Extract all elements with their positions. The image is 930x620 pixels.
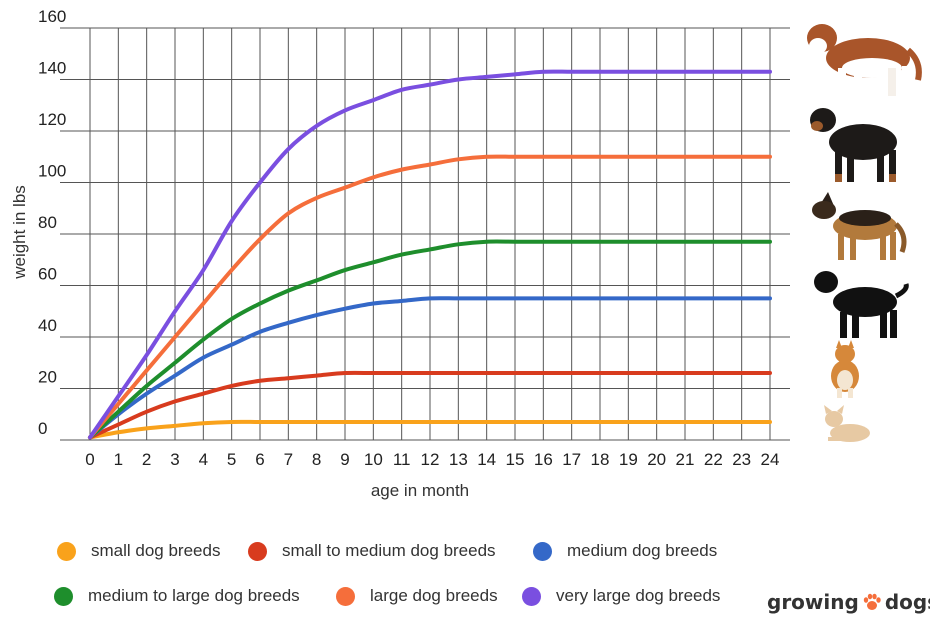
brand-logo: growing dogs xyxy=(767,590,930,614)
dog-photo-column xyxy=(795,10,925,450)
x-tick-label: 7 xyxy=(284,450,293,469)
x-tick-label: 8 xyxy=(312,450,321,469)
x-tick-label: 24 xyxy=(761,450,780,469)
x-tick-label: 14 xyxy=(477,450,496,469)
x-tick-labels: 0 1 2 3 4 5 6 7 8 9 10 11 12 13 14 15 16 17 18 19 20 21 22 23 24 xyxy=(85,450,779,469)
y-tick-label: 140 xyxy=(38,59,66,78)
brand-text-growing: growing xyxy=(767,590,859,614)
shiba-inu-photo xyxy=(831,340,859,398)
y-tick-label: 0 xyxy=(38,419,47,438)
x-tick-label: 22 xyxy=(704,450,723,469)
series-line-small-to-medium-dog-breeds xyxy=(88,370,772,440)
x-tick-label: 18 xyxy=(591,450,610,469)
x-tick-label: 1 xyxy=(114,450,123,469)
x-tick-label: 20 xyxy=(647,450,666,469)
x-axis-title: age in month xyxy=(371,481,469,500)
chihuahua-photo xyxy=(824,405,870,442)
series-line-medium-dog-breeds xyxy=(88,296,772,440)
y-tick-label: 60 xyxy=(38,265,57,284)
series-line-large-dog-breeds xyxy=(88,154,772,440)
labrador-photo xyxy=(814,271,909,338)
paw-icon xyxy=(863,593,881,610)
x-tick-label: 16 xyxy=(534,450,553,469)
brand-text-dogs: dogs xyxy=(884,590,930,614)
y-tick-label: 100 xyxy=(38,162,66,181)
x-tick-label: 10 xyxy=(364,450,383,469)
y-tick-label: 120 xyxy=(38,110,66,129)
x-tick-label: 2 xyxy=(142,450,151,469)
x-tick-label: 0 xyxy=(85,450,94,469)
x-tick-label: 19 xyxy=(619,450,638,469)
x-tick-label: 9 xyxy=(340,450,349,469)
series-line-medium-to-large-dog-breeds xyxy=(88,239,772,440)
x-tick-label: 23 xyxy=(732,450,751,469)
y-tick-labels: 0 20 40 60 80 100 120 140 160 xyxy=(38,7,66,438)
y-tick-label: 20 xyxy=(38,368,57,387)
series-line-very-large-dog-breeds xyxy=(88,69,772,440)
x-tick-label: 13 xyxy=(449,450,468,469)
x-tick-label: 11 xyxy=(393,450,411,469)
y-axis-title: weight in lbs xyxy=(10,185,29,280)
x-tick-label: 3 xyxy=(170,450,179,469)
x-tick-label: 21 xyxy=(676,450,695,469)
series-line-small-dog-breeds xyxy=(88,419,772,440)
rottweiler-photo xyxy=(810,108,897,182)
x-tick-label: 15 xyxy=(506,450,525,469)
x-tick-label: 17 xyxy=(562,450,581,469)
series-lines xyxy=(88,69,772,440)
x-tick-label: 12 xyxy=(421,450,440,469)
y-tick-label: 80 xyxy=(38,213,57,232)
y-tick-label: 40 xyxy=(38,316,57,335)
german-shepherd-photo xyxy=(812,192,907,260)
saint-bernard-photo xyxy=(807,24,922,96)
x-tick-label: 6 xyxy=(255,450,264,469)
x-tick-label: 5 xyxy=(227,450,236,469)
y-tick-label: 160 xyxy=(38,7,66,26)
x-tick-label: 4 xyxy=(199,450,208,469)
